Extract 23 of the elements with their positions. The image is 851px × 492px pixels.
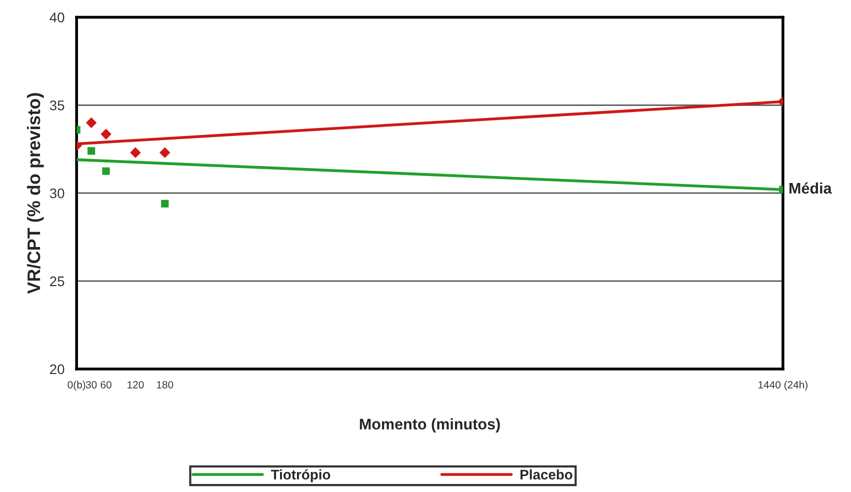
point <box>102 167 110 175</box>
y-tick-label: 35 <box>50 100 64 110</box>
x-axis-title: Momento (minutos) <box>360 418 500 433</box>
y-tick-label: 40 <box>50 12 64 22</box>
point <box>100 128 112 140</box>
point <box>88 147 96 155</box>
point <box>86 117 97 128</box>
x-tick-label: 1440 (24h) <box>758 380 808 391</box>
y-tick-label: 20 <box>50 364 64 374</box>
x-tick-label: 120 <box>128 381 144 388</box>
legend-label: Placebo <box>520 469 572 480</box>
annotation: Média <box>789 182 832 194</box>
point <box>130 147 141 158</box>
x-tick-label: 60 <box>100 381 112 388</box>
x-tick-label: 30 <box>86 381 97 388</box>
y-tick-label: 25 <box>50 276 64 286</box>
x-tick-label: 180 <box>156 381 174 388</box>
y-tick-label: 30 <box>50 188 64 198</box>
legend-label: Tiotrópio <box>270 469 330 482</box>
x-tick-label: 0(b) <box>68 380 86 391</box>
point <box>161 200 169 208</box>
y-axis-title: VR/CPT (% do previsto) <box>26 93 44 294</box>
point <box>160 147 170 158</box>
